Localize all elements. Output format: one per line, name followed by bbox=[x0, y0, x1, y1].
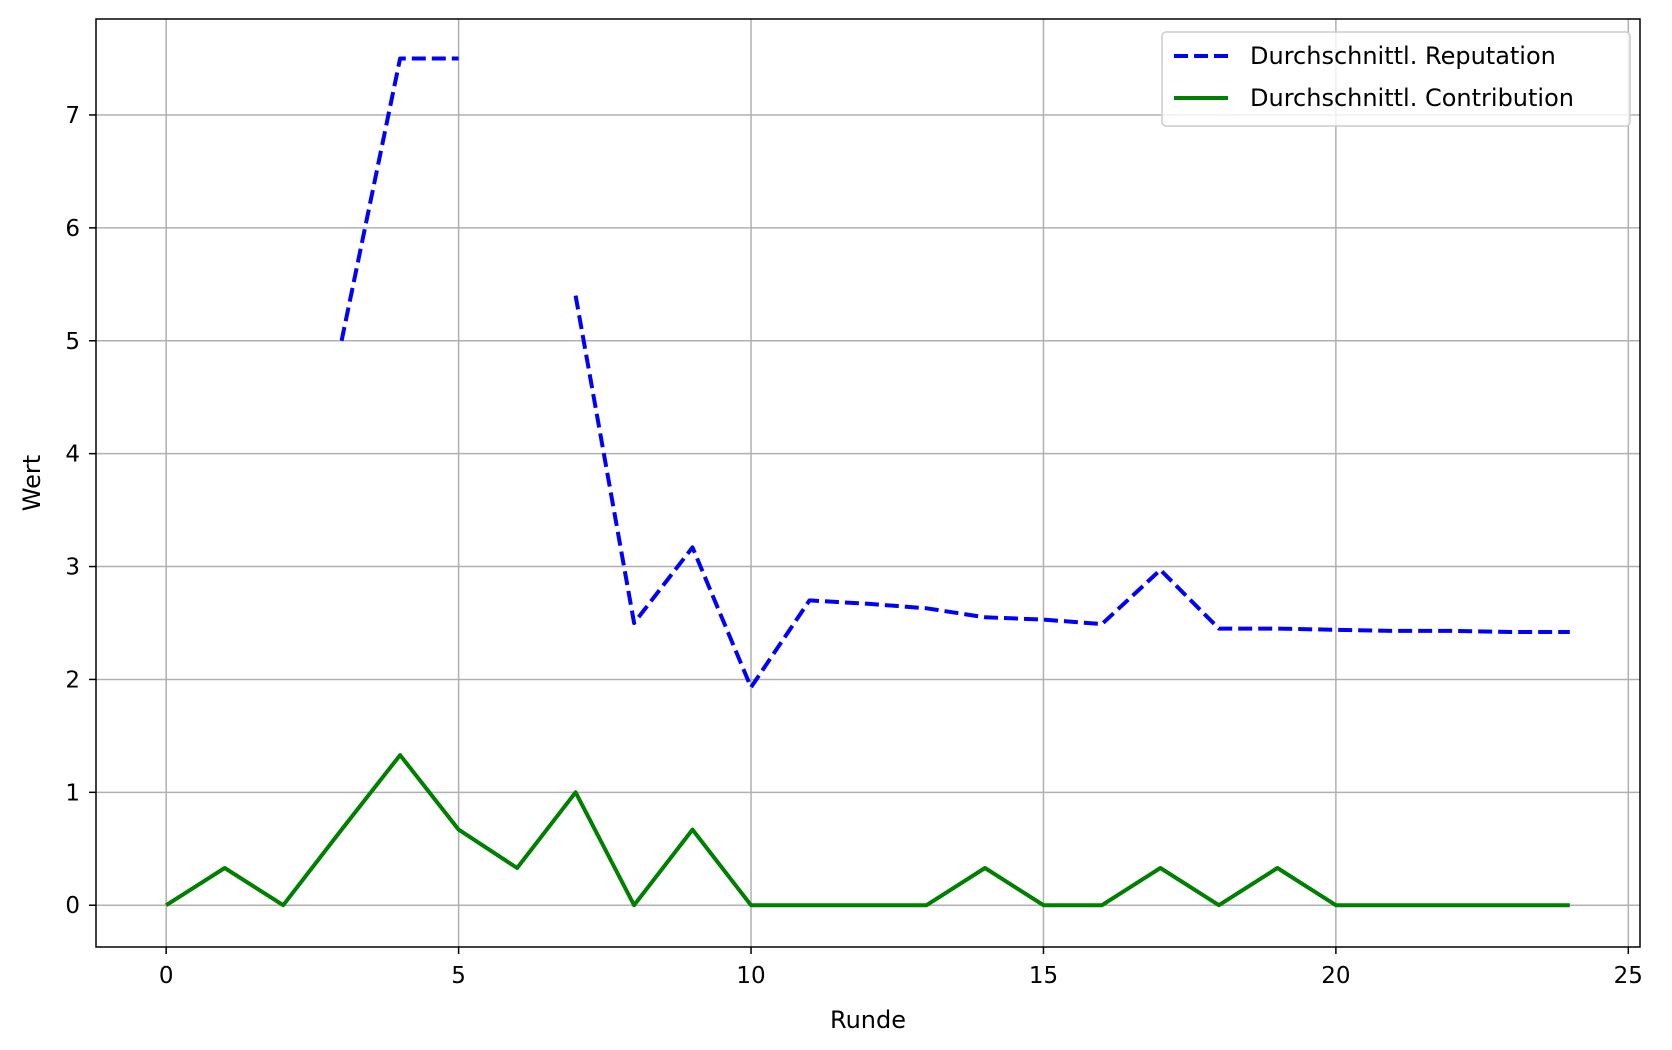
x-tick-label: 0 bbox=[159, 963, 174, 989]
axis-ticks: 0 5 10 15 20 25 0 1 2 3 4 5 6 7 bbox=[65, 103, 1643, 989]
x-tick-label: 15 bbox=[1029, 963, 1058, 989]
y-tick-label: 5 bbox=[65, 329, 80, 355]
y-tick-label: 3 bbox=[65, 555, 80, 581]
series-line-reputation bbox=[573, 295, 1570, 690]
x-tick-label: 5 bbox=[451, 963, 466, 989]
legend-box bbox=[1161, 31, 1631, 127]
legend: Durchschnittl. Reputation Durchschnittl.… bbox=[1161, 31, 1631, 127]
y-tick-label: 1 bbox=[65, 780, 80, 806]
series-layer bbox=[165, 56, 1570, 908]
legend-label-contribution: Durchschnittl. Contribution bbox=[1250, 84, 1574, 112]
series-line-contribution bbox=[165, 753, 1570, 908]
y-tick-label: 2 bbox=[65, 667, 80, 693]
plot-frame bbox=[95, 18, 1641, 948]
y-tick-label: 7 bbox=[65, 103, 80, 129]
y-axis-label: Wert bbox=[18, 455, 46, 511]
x-axis-label: Runde bbox=[830, 1006, 906, 1034]
x-tick-label: 20 bbox=[1321, 963, 1350, 989]
series-line-reputation bbox=[339, 56, 459, 342]
legend-label-reputation: Durchschnittl. Reputation bbox=[1250, 42, 1556, 70]
x-tick-label: 10 bbox=[736, 963, 765, 989]
y-tick-label: 0 bbox=[65, 893, 80, 919]
y-tick-label: 6 bbox=[65, 216, 80, 242]
y-tick-label: 4 bbox=[65, 442, 80, 468]
x-tick-label: 25 bbox=[1614, 963, 1643, 989]
